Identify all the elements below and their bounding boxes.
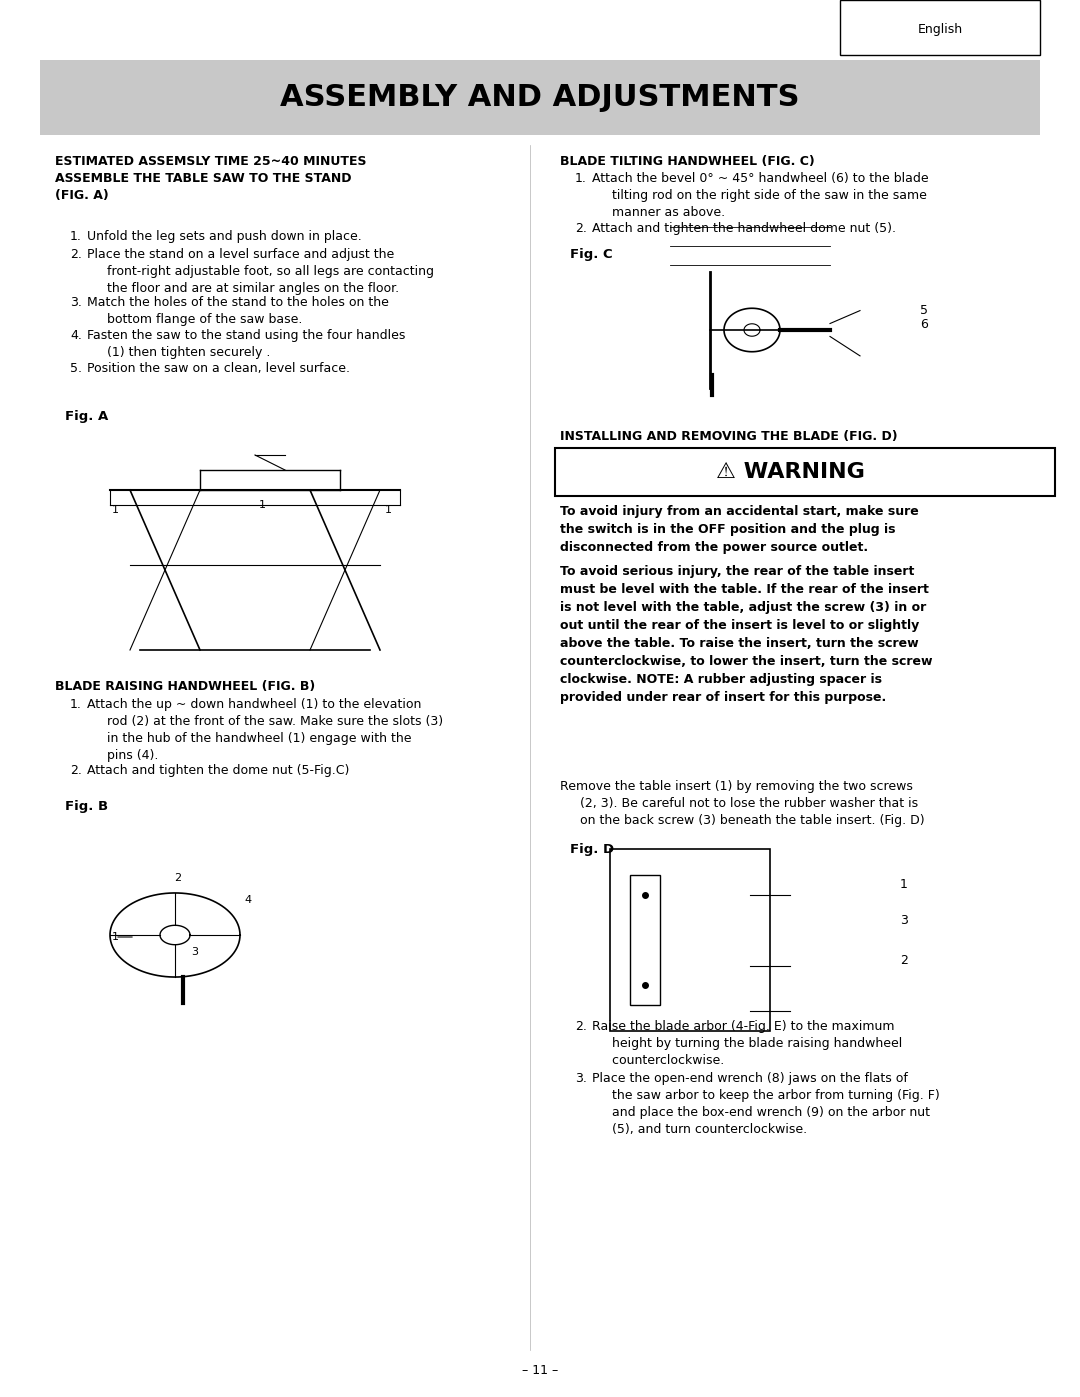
Text: Fasten the saw to the stand using the four handles
     (1) then tighten securel: Fasten the saw to the stand using the fo… xyxy=(87,330,405,359)
Text: ESTIMATED ASSEMSLY TIME 25~40 MINUTES
ASSEMBLE THE TABLE SAW TO THE STAND
(FIG. : ESTIMATED ASSEMSLY TIME 25~40 MINUTES AS… xyxy=(55,155,366,203)
Text: 3: 3 xyxy=(900,914,908,926)
Text: ⚠ WARNING: ⚠ WARNING xyxy=(716,462,864,482)
Text: 2.: 2. xyxy=(575,222,586,235)
Text: 2.: 2. xyxy=(575,1020,586,1032)
Bar xyxy=(630,876,660,1004)
Bar xyxy=(840,0,1040,54)
Text: 2.: 2. xyxy=(70,249,82,261)
Text: Attach and tighten the handwheel dome nut (5).: Attach and tighten the handwheel dome nu… xyxy=(592,222,896,235)
Text: 1.: 1. xyxy=(70,698,82,711)
Text: 1: 1 xyxy=(900,879,908,891)
Text: Attach the bevel 0° ~ 45° handwheel (6) to the blade
     tilting rod on the rig: Attach the bevel 0° ~ 45° handwheel (6) … xyxy=(592,172,929,219)
Text: Attach and tighten the dome nut (5-Fig.C): Attach and tighten the dome nut (5-Fig.C… xyxy=(87,764,349,777)
Text: – 11 –: – 11 – xyxy=(522,1363,558,1376)
Text: Place the open-end wrench (8) jaws on the flats of
     the saw arbor to keep th: Place the open-end wrench (8) jaws on th… xyxy=(592,1071,940,1136)
Text: 1: 1 xyxy=(111,932,119,942)
Text: 5.: 5. xyxy=(70,362,82,374)
Text: 4: 4 xyxy=(244,895,252,905)
Text: 3: 3 xyxy=(191,947,199,957)
Text: 2: 2 xyxy=(900,954,908,967)
Bar xyxy=(555,448,1055,496)
Text: 3.: 3. xyxy=(575,1071,586,1085)
Text: 4.: 4. xyxy=(70,330,82,342)
Text: Fig. B: Fig. B xyxy=(65,800,108,813)
Bar xyxy=(40,60,1040,136)
Text: To avoid serious injury, the rear of the table insert
must be level with the tab: To avoid serious injury, the rear of the… xyxy=(561,564,932,704)
Text: INSTALLING AND REMOVING THE BLADE (FIG. D): INSTALLING AND REMOVING THE BLADE (FIG. … xyxy=(561,430,897,443)
Text: Fig. C: Fig. C xyxy=(570,249,612,261)
Text: BLADE TILTING HANDWHEEL (FIG. C): BLADE TILTING HANDWHEEL (FIG. C) xyxy=(561,155,814,168)
Text: 6: 6 xyxy=(920,319,928,331)
Text: Remove the table insert (1) by removing the two screws
     (2, 3). Be careful n: Remove the table insert (1) by removing … xyxy=(561,780,924,827)
Text: ASSEMBLY AND ADJUSTMENTS: ASSEMBLY AND ADJUSTMENTS xyxy=(280,82,800,112)
Text: 1.: 1. xyxy=(70,231,82,243)
Text: 1.: 1. xyxy=(575,172,586,184)
Text: 1: 1 xyxy=(111,504,119,515)
Text: BLADE RAISING HANDWHEEL (FIG. B): BLADE RAISING HANDWHEEL (FIG. B) xyxy=(55,680,315,693)
Text: 5: 5 xyxy=(920,303,928,317)
Text: Unfold the leg sets and push down in place.: Unfold the leg sets and push down in pla… xyxy=(87,231,362,243)
Text: 3.: 3. xyxy=(70,296,82,309)
Text: Fig. D: Fig. D xyxy=(570,842,615,856)
Text: Match the holes of the stand to the holes on the
     bottom flange of the saw b: Match the holes of the stand to the hole… xyxy=(87,296,389,326)
Text: Attach the up ~ down handwheel (1) to the elevation
     rod (2) at the front of: Attach the up ~ down handwheel (1) to th… xyxy=(87,698,443,761)
Text: 2.: 2. xyxy=(70,764,82,777)
Text: 1: 1 xyxy=(384,504,391,515)
Text: English: English xyxy=(917,24,962,36)
Text: 2: 2 xyxy=(175,873,181,883)
Text: Place the stand on a level surface and adjust the
     front-right adjustable fo: Place the stand on a level surface and a… xyxy=(87,249,434,295)
Text: Position the saw on a clean, level surface.: Position the saw on a clean, level surfa… xyxy=(87,362,350,374)
Text: Fig. A: Fig. A xyxy=(65,409,108,423)
Text: 1: 1 xyxy=(258,500,266,510)
Text: Raise the blade arbor (4-Fig. E) to the maximum
     height by turning the blade: Raise the blade arbor (4-Fig. E) to the … xyxy=(592,1020,902,1067)
Bar xyxy=(610,849,770,1031)
Text: To avoid injury from an accidental start, make sure
the switch is in the OFF pos: To avoid injury from an accidental start… xyxy=(561,504,919,555)
